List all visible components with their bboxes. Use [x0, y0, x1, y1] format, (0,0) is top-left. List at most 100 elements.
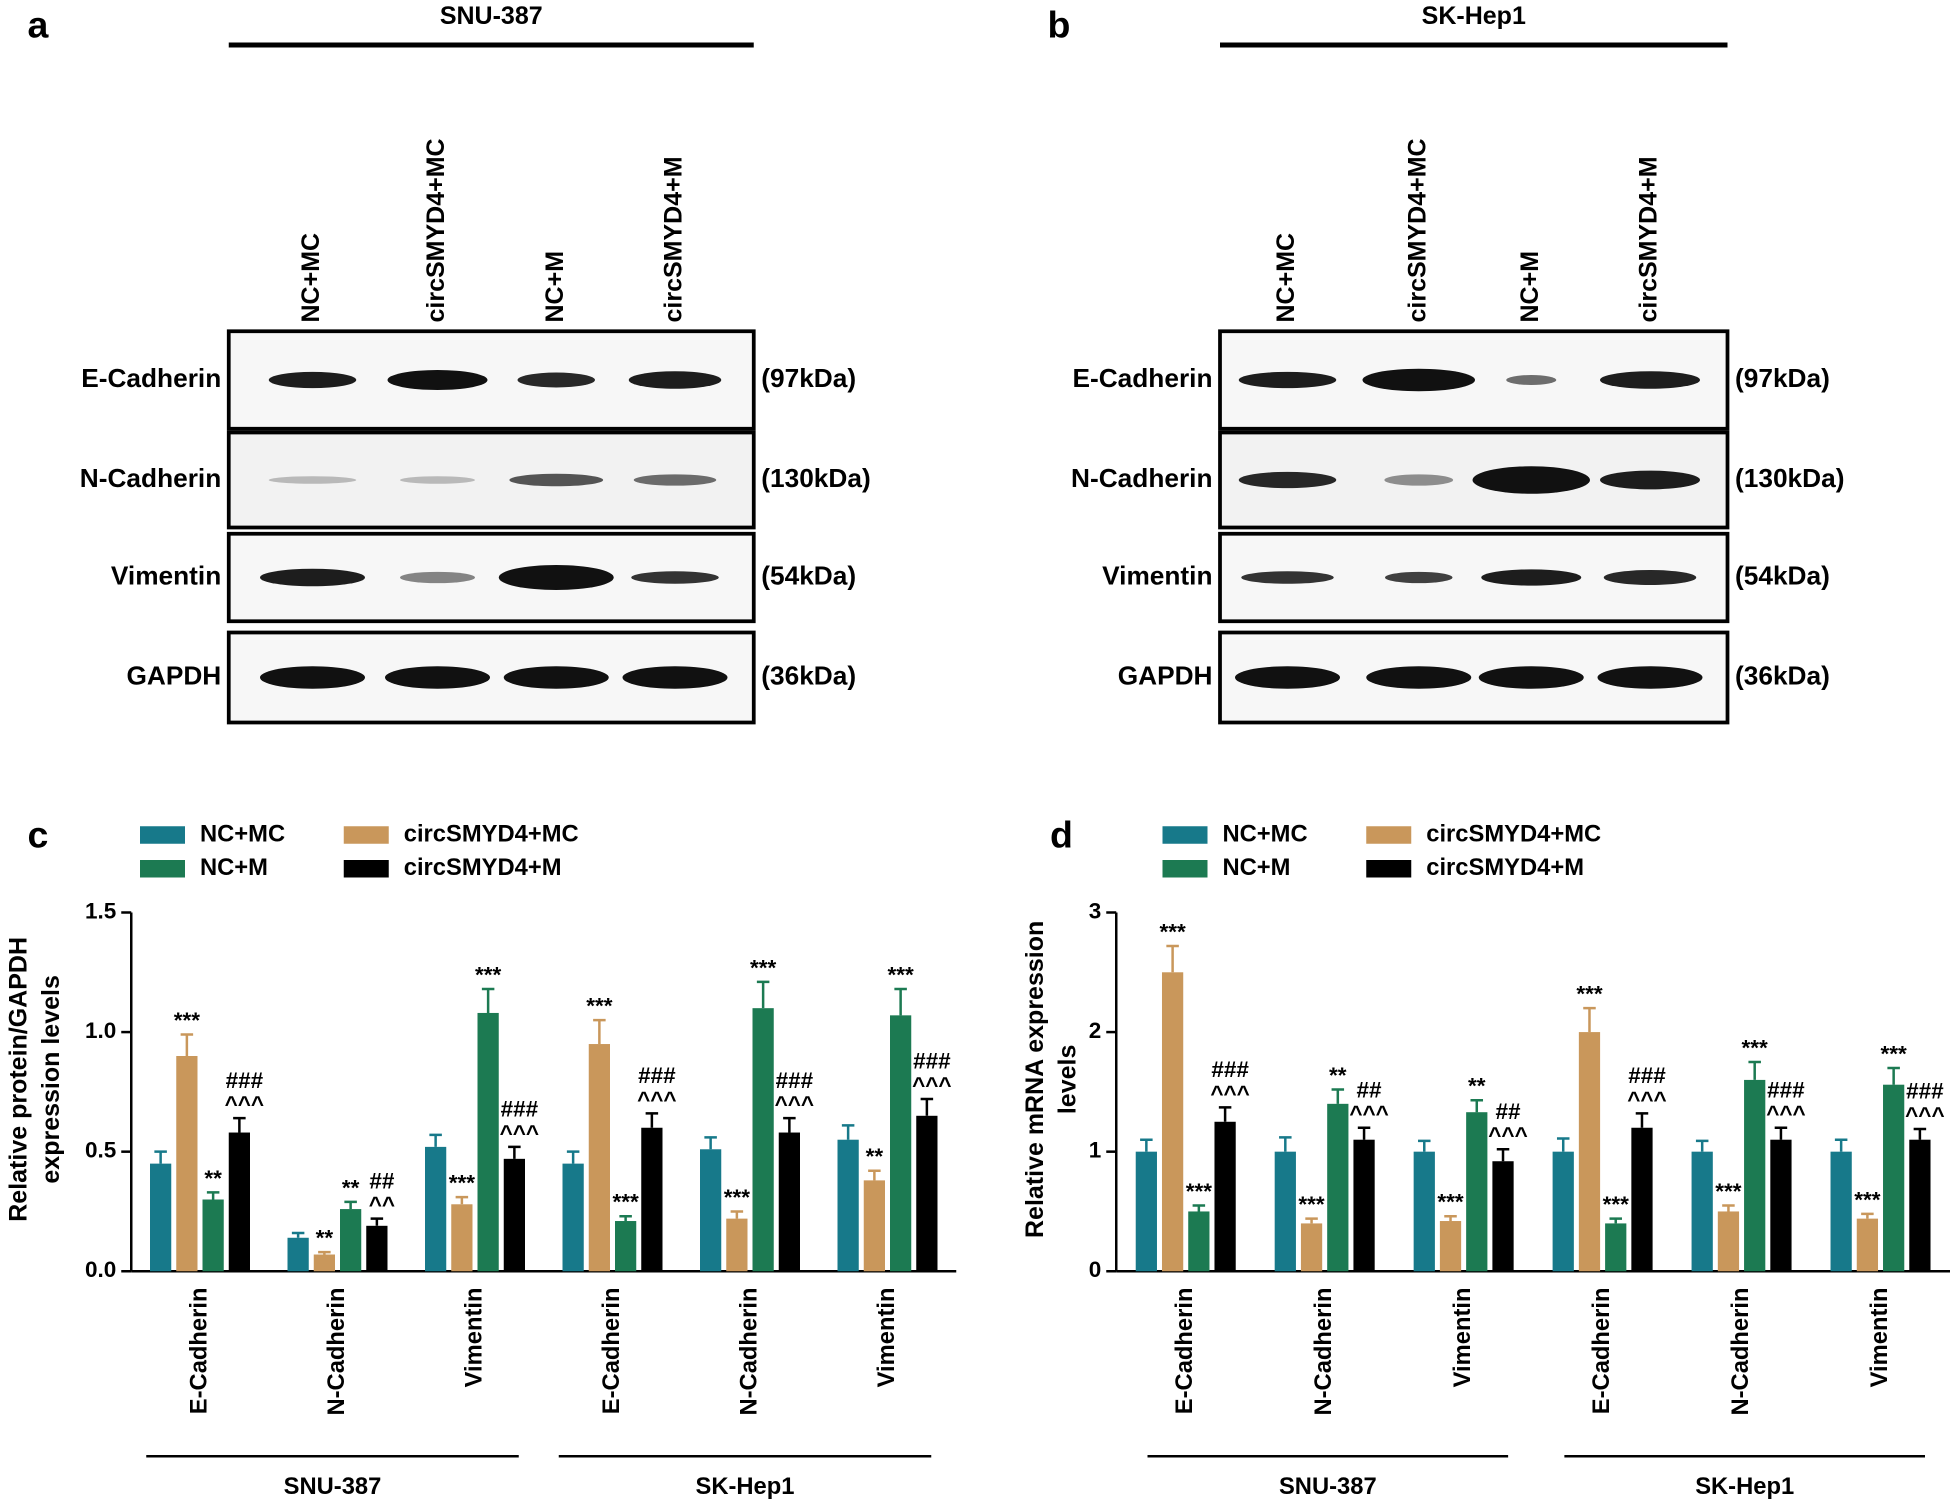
blot-band — [1478, 666, 1584, 689]
significance-label: *** — [174, 1008, 201, 1033]
bar — [1413, 1151, 1435, 1272]
error-bar — [1722, 1204, 1735, 1212]
error-bar — [645, 1112, 659, 1128]
blot-band — [1506, 375, 1557, 385]
x-tick-label: Vimentin — [1866, 1288, 1893, 1388]
significance-label: ### — [1211, 1057, 1249, 1082]
significance-label: *** — [612, 1190, 639, 1215]
lane-label: circSMYD4+M — [1635, 156, 1663, 322]
legend-label: NC+M — [1223, 854, 1291, 881]
error-bar — [704, 1136, 717, 1150]
bar — [340, 1209, 362, 1272]
bar — [313, 1254, 335, 1272]
x-tick-label: N-Cadherin — [323, 1288, 350, 1416]
bar — [1856, 1218, 1879, 1272]
significance-label: ** — [1468, 1074, 1486, 1099]
blot-band — [1597, 666, 1703, 689]
bar — [1274, 1151, 1296, 1272]
bar — [1717, 1211, 1740, 1272]
error-bar — [233, 1116, 246, 1133]
error-bar — [1418, 1139, 1431, 1152]
significance-label: ### — [776, 1068, 814, 1093]
size-label: (54kDa) — [1735, 560, 1830, 590]
panel-letter: b — [1048, 3, 1071, 45]
x-tick-label: Vimentin — [460, 1288, 487, 1388]
blot-band — [498, 565, 614, 590]
blot-band — [517, 372, 595, 388]
blot-band — [1362, 368, 1475, 392]
protein-label: GAPDH — [126, 660, 221, 690]
legend-swatch — [140, 826, 185, 844]
bar — [1135, 1151, 1157, 1272]
legend-swatch — [1162, 826, 1208, 844]
error-bar — [1861, 1212, 1874, 1219]
error-bar — [1887, 1066, 1900, 1085]
legend-label: NC+MC — [200, 820, 285, 847]
bar — [1353, 1139, 1375, 1272]
bar — [837, 1139, 859, 1272]
legend-swatch — [1162, 860, 1208, 878]
error-bar — [756, 980, 770, 1009]
blot-band — [268, 476, 357, 484]
size-label: (36kDa) — [1735, 660, 1830, 690]
significance-label: ### — [226, 1068, 264, 1093]
blot-band — [387, 370, 488, 390]
size-label: (130kDa) — [1735, 463, 1844, 493]
error-bar — [1695, 1139, 1709, 1152]
legend-label: NC+MC — [1223, 820, 1308, 847]
y-tick-label: 0.5 — [85, 1138, 116, 1163]
error-bar — [593, 1018, 606, 1045]
y-tick-label: 2 — [1089, 1018, 1102, 1043]
significance-label: ### — [1628, 1063, 1666, 1088]
significance-label: ** — [204, 1166, 222, 1191]
x-tick-label: Vimentin — [1449, 1288, 1476, 1388]
blot-band — [628, 371, 722, 389]
error-bar — [1305, 1217, 1318, 1224]
error-bar — [1140, 1138, 1153, 1152]
significance-label: ** — [316, 1226, 334, 1251]
error-bar — [1609, 1217, 1622, 1224]
error-bar — [841, 1124, 855, 1140]
blot-band — [1238, 471, 1337, 489]
size-label: (130kDa) — [761, 463, 870, 493]
y-tick-label: 1.5 — [85, 898, 116, 923]
error-bar — [180, 1033, 194, 1056]
error-bar — [1913, 1127, 1927, 1140]
bar — [1161, 972, 1184, 1272]
bar — [700, 1149, 722, 1272]
bar — [1327, 1103, 1349, 1272]
lane-label: circSMYD4+MC — [1403, 138, 1431, 322]
significance-label: ** — [1329, 1063, 1347, 1088]
blot-band — [1241, 571, 1334, 584]
error-bar — [920, 1097, 934, 1116]
bar — [726, 1218, 748, 1272]
group-label: SK-Hep1 — [1695, 1473, 1794, 1500]
bar — [562, 1163, 584, 1272]
x-tick-label: N-Cadherin — [735, 1288, 762, 1416]
significance-label: ### — [1906, 1079, 1944, 1104]
protein-label: Vimentin — [111, 560, 221, 590]
bar — [890, 1015, 912, 1272]
blot-band — [1366, 666, 1472, 689]
error-bar — [1192, 1204, 1206, 1212]
error-bar — [370, 1217, 384, 1226]
significance-label: *** — [1576, 982, 1603, 1007]
blot-band — [400, 571, 475, 584]
blot-band — [1385, 571, 1453, 584]
error-bar — [481, 987, 495, 1013]
blot-band — [503, 666, 609, 689]
blot-band — [400, 476, 475, 484]
error-bar — [206, 1191, 220, 1200]
bar — [1605, 1223, 1627, 1272]
bar — [477, 1012, 499, 1272]
size-label: (36kDa) — [761, 660, 856, 690]
bar — [916, 1115, 938, 1272]
x-tick-label: N-Cadherin — [1310, 1288, 1337, 1416]
x-tick-label: N-Cadherin — [1727, 1288, 1754, 1416]
error-bar — [291, 1231, 305, 1238]
significance-label: ** — [866, 1144, 884, 1169]
error-bar — [1834, 1138, 1848, 1152]
significance-label: *** — [586, 994, 613, 1019]
